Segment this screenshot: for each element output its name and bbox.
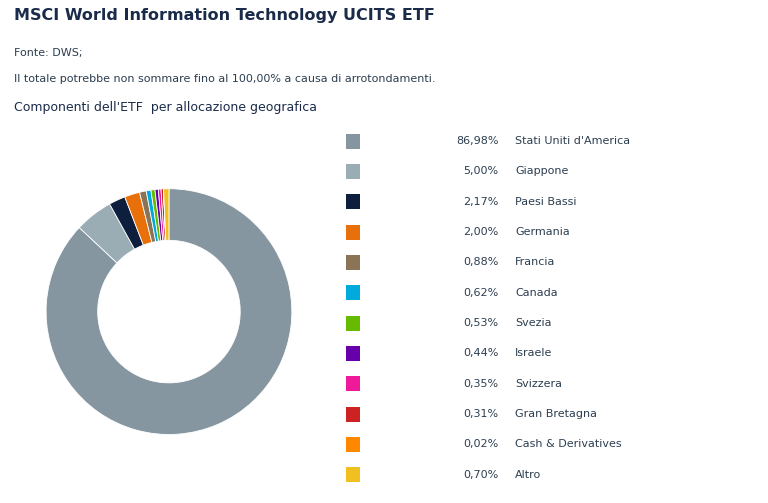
- Text: 0,70%: 0,70%: [463, 470, 498, 480]
- Bar: [346, 194, 359, 209]
- Text: Francia: Francia: [515, 258, 556, 268]
- Bar: [346, 467, 359, 482]
- Bar: [346, 376, 359, 391]
- Wedge shape: [158, 189, 164, 240]
- Wedge shape: [46, 189, 292, 435]
- Text: Svezia: Svezia: [515, 318, 552, 328]
- Text: Il totale potrebbe non sommare fino al 100,00% a causa di arrotondamenti.: Il totale potrebbe non sommare fino al 1…: [14, 74, 435, 84]
- Wedge shape: [125, 192, 152, 245]
- Text: 0,53%: 0,53%: [463, 318, 498, 328]
- Wedge shape: [164, 189, 169, 240]
- Wedge shape: [79, 204, 134, 263]
- Text: 5,00%: 5,00%: [463, 166, 498, 177]
- Bar: [346, 133, 359, 149]
- Wedge shape: [155, 189, 163, 241]
- Text: Cash & Derivatives: Cash & Derivatives: [515, 440, 622, 450]
- Text: Fonte: DWS;: Fonte: DWS;: [14, 48, 82, 57]
- Bar: [346, 437, 359, 452]
- Bar: [346, 164, 359, 179]
- Text: 0,88%: 0,88%: [463, 258, 498, 268]
- Bar: [346, 346, 359, 361]
- Wedge shape: [146, 190, 158, 241]
- Text: 0,02%: 0,02%: [463, 440, 498, 450]
- Bar: [346, 315, 359, 331]
- Wedge shape: [110, 197, 144, 249]
- Wedge shape: [151, 190, 161, 241]
- Text: Germania: Germania: [515, 227, 570, 237]
- Text: Canada: Canada: [515, 288, 558, 298]
- Bar: [346, 224, 359, 240]
- Text: Svizzera: Svizzera: [515, 379, 562, 389]
- Text: Componenti dell'ETF  per allocazione geografica: Componenti dell'ETF per allocazione geog…: [14, 101, 317, 114]
- Text: 0,31%: 0,31%: [463, 409, 498, 419]
- Text: MSCI World Information Technology UCITS ETF: MSCI World Information Technology UCITS …: [14, 8, 435, 23]
- Wedge shape: [161, 189, 166, 240]
- Text: 86,98%: 86,98%: [456, 136, 498, 146]
- Text: 2,17%: 2,17%: [463, 197, 498, 207]
- Bar: [346, 255, 359, 270]
- Text: Gran Bretagna: Gran Bretagna: [515, 409, 598, 419]
- Text: 0,44%: 0,44%: [463, 349, 498, 359]
- Text: 0,62%: 0,62%: [463, 288, 498, 298]
- Wedge shape: [164, 189, 166, 240]
- Text: Israele: Israele: [515, 349, 553, 359]
- Text: 0,35%: 0,35%: [463, 379, 498, 389]
- Bar: [346, 285, 359, 300]
- Text: Stati Uniti d'America: Stati Uniti d'America: [515, 136, 631, 146]
- Text: Giappone: Giappone: [515, 166, 568, 177]
- Bar: [346, 406, 359, 422]
- Text: Paesi Bassi: Paesi Bassi: [515, 197, 577, 207]
- Wedge shape: [140, 191, 156, 242]
- Text: 2,00%: 2,00%: [463, 227, 498, 237]
- Text: Altro: Altro: [515, 470, 541, 480]
